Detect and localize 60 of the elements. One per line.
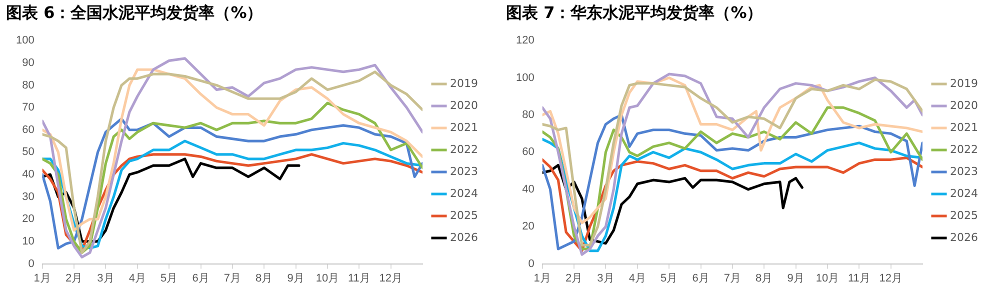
- x-tick-label: 3月: [97, 272, 114, 284]
- legend-label: 2026: [450, 230, 478, 244]
- x-tick-label: 4月: [628, 272, 646, 284]
- x-tick-label: 7月: [224, 272, 241, 284]
- legend-label: 2025: [950, 208, 978, 222]
- y-tick-label: 0: [28, 258, 34, 270]
- legend-label: 2019: [950, 76, 978, 90]
- x-tick-label: 6月: [692, 272, 710, 284]
- y-tick-label: 100: [16, 34, 34, 47]
- legend-label: 2020: [950, 98, 978, 112]
- y-tick-label: 60: [22, 124, 34, 136]
- y-tick-label: 100: [516, 72, 534, 84]
- legend-label: 2024: [450, 186, 478, 200]
- y-tick-label: 60: [522, 146, 534, 158]
- x-tick-label: 2月: [65, 272, 83, 284]
- legend-label: 2023: [950, 164, 978, 178]
- y-tick-label: 20: [22, 213, 34, 226]
- y-tick-label: 90: [22, 56, 34, 69]
- x-tick-label: 12月: [379, 272, 402, 284]
- x-tick-label: 6月: [192, 272, 210, 284]
- y-tick-label: 80: [22, 79, 34, 92]
- legend-label: 2020: [450, 98, 478, 112]
- x-tick-label: 10月: [816, 272, 840, 284]
- y-tick-label: 80: [522, 109, 534, 122]
- x-tick-label: 10月: [316, 272, 340, 284]
- x-tick-label: 5月: [660, 272, 678, 284]
- y-tick-label: 40: [22, 168, 34, 181]
- x-tick-label: 2月: [565, 272, 583, 284]
- y-tick-label: 120: [516, 34, 534, 47]
- x-tick-label: 8月: [256, 272, 273, 284]
- y-tick-label: 70: [22, 102, 34, 114]
- x-tick-label: 3月: [597, 272, 614, 284]
- x-tick-label: 5月: [160, 272, 178, 284]
- y-tick-label: 10: [22, 236, 34, 248]
- legend-label: 2021: [950, 120, 978, 134]
- chart-title: 图表 7：华东水泥平均发货率（%）: [505, 2, 764, 24]
- legend-label: 2023: [450, 164, 478, 178]
- legend-label: 2022: [450, 142, 478, 156]
- x-tick-label: 1月: [534, 272, 551, 284]
- legend-label: 2021: [450, 120, 478, 134]
- x-tick-label: 12月: [879, 272, 902, 284]
- y-tick-label: 0: [528, 258, 534, 270]
- y-tick-label: 40: [522, 183, 534, 196]
- legend-label: 2019: [450, 76, 478, 90]
- x-tick-label: 7月: [724, 272, 741, 284]
- y-tick-label: 50: [22, 146, 34, 158]
- x-tick-label: 9月: [287, 272, 304, 284]
- legend-label: 2024: [950, 186, 978, 200]
- legend-label: 2025: [450, 208, 478, 222]
- chart-title: 图表 6：全国水泥平均发货率（%）: [5, 2, 264, 24]
- x-tick-label: 4月: [128, 272, 146, 284]
- x-tick-label: 11月: [348, 272, 370, 284]
- x-tick-label: 1月: [34, 272, 51, 284]
- x-tick-label: 9月: [787, 272, 804, 284]
- x-tick-label: 8月: [756, 272, 773, 284]
- y-tick-label: 30: [22, 190, 34, 203]
- x-tick-label: 11月: [848, 272, 870, 284]
- legend-label: 2022: [950, 142, 978, 156]
- legend-label: 2026: [950, 230, 978, 244]
- y-tick-label: 20: [522, 220, 534, 233]
